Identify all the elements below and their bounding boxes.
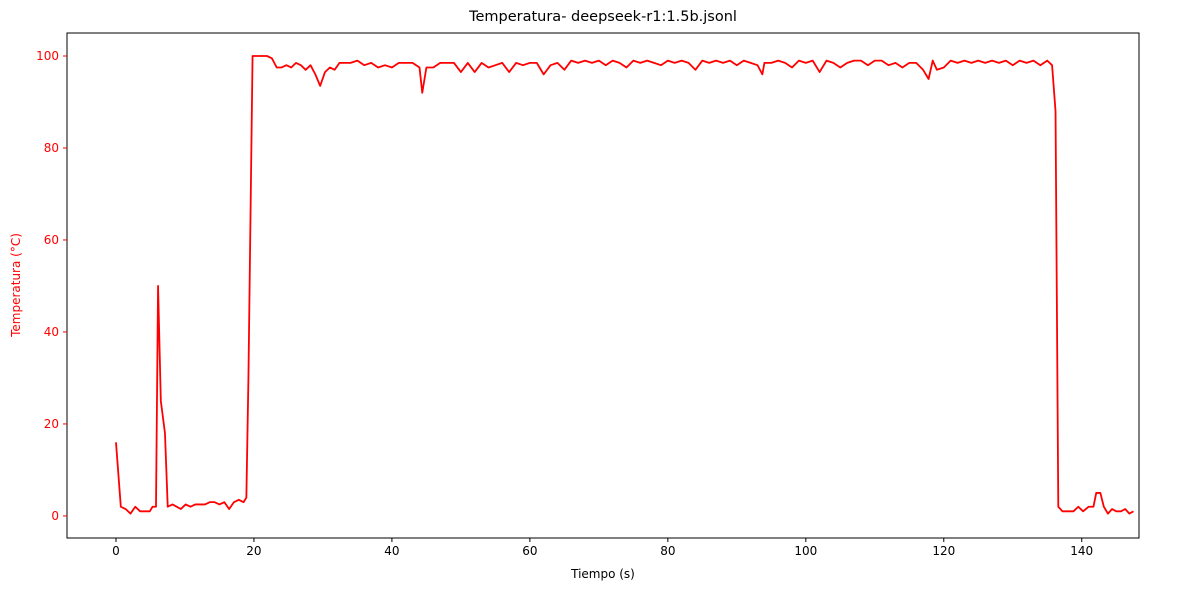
x-tick-label: 40 bbox=[384, 544, 399, 558]
y-axis-label: Temperatura (°C) bbox=[9, 233, 23, 338]
x-tick-label: 140 bbox=[1070, 544, 1093, 558]
x-tick-label: 20 bbox=[246, 544, 261, 558]
x-tick-label: 60 bbox=[522, 544, 537, 558]
x-tick-label: 0 bbox=[112, 544, 120, 558]
x-tick-label: 120 bbox=[932, 544, 955, 558]
y-tick-label: 100 bbox=[36, 49, 59, 63]
x-tick-label: 80 bbox=[660, 544, 675, 558]
x-tick-label: 100 bbox=[794, 544, 817, 558]
y-tick-label: 60 bbox=[44, 233, 59, 247]
chart-title: Temperatura- deepseek-r1:1.5b.jsonl bbox=[468, 9, 737, 25]
y-tick-label: 80 bbox=[44, 141, 59, 155]
x-axis-label: Tiempo (s) bbox=[570, 567, 635, 581]
y-tick-label: 0 bbox=[51, 509, 59, 523]
y-tick-label: 40 bbox=[44, 325, 59, 339]
plot-frame bbox=[66, 32, 1140, 539]
data-line bbox=[115, 55, 1134, 515]
y-tick-label: 20 bbox=[44, 417, 59, 431]
